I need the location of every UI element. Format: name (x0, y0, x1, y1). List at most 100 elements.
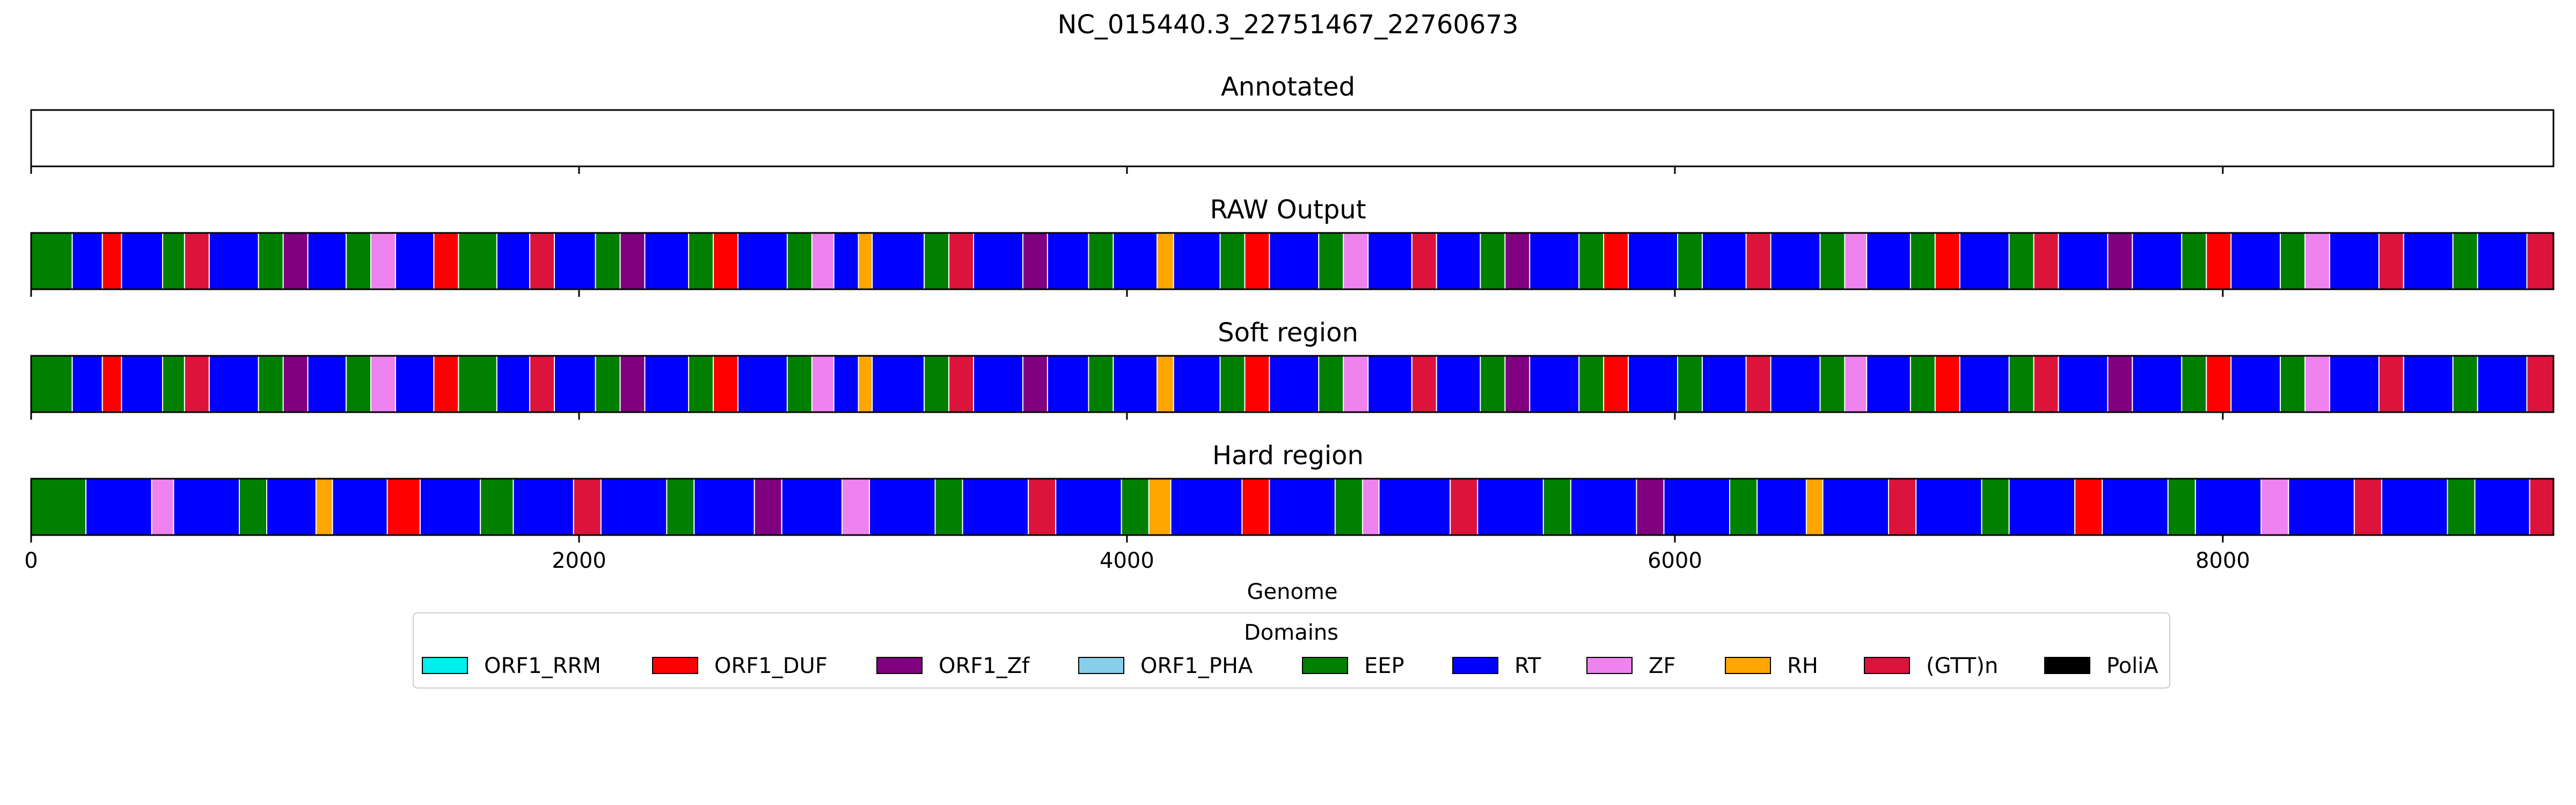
segment-hard-region-30 (1362, 478, 1380, 536)
segment-raw-output-23 (737, 232, 788, 290)
segment-raw-output-32 (1022, 232, 1048, 290)
segment-raw-output-37 (1173, 232, 1221, 290)
segment-soft-region-34 (1088, 355, 1114, 413)
segment-soft-region-33 (1046, 355, 1089, 413)
panel-annotated: Annotated (30, 72, 2555, 174)
segment-soft-region-42 (1343, 355, 1369, 413)
segment-raw-output-46 (1480, 232, 1506, 290)
segment-soft-region-68 (2206, 355, 2232, 413)
panel-annotated-frame (30, 109, 2555, 167)
segment-hard-region-10 (480, 478, 514, 536)
segment-hard-region-24 (1121, 478, 1150, 536)
segment-raw-output-3 (121, 232, 164, 290)
legend: Domains ORF1_RRM ORF1_DUF ORF1_Zf ORF1_PHA E… (413, 612, 2170, 689)
segment-hard-region-31 (1378, 478, 1451, 536)
segment-soft-region-59 (1909, 355, 1936, 413)
panel-raw-output-frame (30, 232, 2555, 290)
segment-soft-region-16 (529, 355, 555, 413)
segment-soft-region-18 (595, 355, 621, 413)
segment-soft-region-67 (2181, 355, 2207, 413)
segment-hard-region-26 (1170, 478, 1243, 536)
segment-soft-region-43 (1367, 355, 1413, 413)
segment-hard-region-39 (1757, 478, 1807, 536)
segment-hard-region-15 (693, 478, 755, 536)
segment-soft-region-71 (2304, 355, 2330, 413)
segment-raw-output-45 (1436, 232, 1481, 290)
legend-label-zf: ZF (1649, 654, 1675, 678)
segment-soft-region-46 (1480, 355, 1506, 413)
segment-hard-region-48 (2167, 478, 2196, 536)
segment-soft-region-20 (644, 355, 690, 413)
segment-soft-region-0 (31, 355, 73, 413)
panel-soft-region-frame (30, 355, 2555, 413)
segment-raw-output-48 (1529, 232, 1580, 290)
segment-raw-output-49 (1578, 232, 1605, 290)
x-tick-label-6000: 6000 (1648, 548, 1702, 573)
segment-hard-region-55 (2474, 478, 2530, 536)
segment-soft-region-4 (162, 355, 185, 413)
segment-soft-region-25 (811, 355, 835, 413)
segment-raw-output-0 (31, 232, 73, 290)
segment-hard-region-47 (2102, 478, 2169, 536)
segment-soft-region-49 (1578, 355, 1605, 413)
segment-raw-output-39 (1244, 232, 1270, 290)
segment-hard-region-53 (2381, 478, 2448, 536)
segment-soft-region-70 (2280, 355, 2306, 413)
segment-hard-region-3 (173, 478, 240, 536)
x-tick-label-4000: 4000 (1100, 548, 1154, 573)
segment-raw-output-16 (529, 232, 555, 290)
segment-hard-region-51 (2288, 478, 2355, 536)
segment-hard-region-21 (962, 478, 1029, 536)
x-axis-label: Genome (1247, 580, 1337, 604)
panel-title-hard-region: Hard region (1212, 441, 1364, 471)
segment-hard-region-33 (1477, 478, 1544, 536)
segment-raw-output-25 (811, 232, 835, 290)
segment-soft-region-2 (101, 355, 122, 413)
segment-raw-output-53 (1701, 232, 1747, 290)
segment-raw-output-62 (2008, 232, 2035, 290)
segment-hard-region-56 (2529, 478, 2555, 536)
segment-raw-output-34 (1088, 232, 1114, 290)
segment-raw-output-13 (433, 232, 459, 290)
segment-soft-region-28 (872, 355, 925, 413)
segment-soft-region-14 (458, 355, 497, 413)
segment-raw-output-22 (713, 232, 739, 290)
segment-hard-region-50 (2260, 478, 2289, 536)
segment-hard-region-35 (1570, 478, 1637, 536)
legend-swatch-eep (1302, 657, 1348, 674)
segment-soft-region-77 (2526, 355, 2555, 413)
segment-raw-output-17 (554, 232, 596, 290)
segment-soft-region-29 (924, 355, 950, 413)
segment-soft-region-27 (858, 355, 873, 413)
segment-soft-region-5 (184, 355, 210, 413)
segment-soft-region-64 (2058, 355, 2109, 413)
segment-hard-region-29 (1334, 478, 1363, 536)
segment-raw-output-33 (1046, 232, 1089, 290)
segment-soft-region-1 (71, 355, 103, 413)
segment-raw-output-55 (1770, 232, 1821, 290)
panel-annotated-ticks (30, 166, 2224, 174)
segment-hard-region-7 (332, 478, 388, 536)
x-tick-labels: 0 2000 4000 6000 8000 (24, 548, 2250, 573)
legend-label-orf1-rrm: ORF1_RRM (484, 654, 601, 678)
segment-hard-region-25 (1148, 478, 1172, 536)
segment-raw-output-59 (1909, 232, 1936, 290)
segment-hard-region-32 (1450, 478, 1479, 536)
segment-soft-region-9 (307, 355, 347, 413)
segment-soft-region-65 (2107, 355, 2133, 413)
segment-soft-region-75 (2452, 355, 2478, 413)
segment-hard-region-6 (315, 478, 333, 536)
segment-raw-output-73 (2378, 232, 2404, 290)
segment-raw-output-9 (307, 232, 347, 290)
segment-soft-region-11 (370, 355, 396, 413)
segment-soft-region-55 (1770, 355, 1821, 413)
segment-hard-region-40 (1805, 478, 1824, 536)
segment-hard-region-0 (31, 478, 87, 536)
segment-soft-region-22 (713, 355, 739, 413)
figure-title: NC_015440.3_22751467_22760673 (1057, 10, 1518, 40)
panel-hard-region: Hard region 0 2000 4000 6000 8000 (24, 441, 2555, 573)
segment-raw-output-70 (2280, 232, 2306, 290)
segment-hard-region-14 (666, 478, 695, 536)
legend-title: Domains (1244, 620, 1338, 645)
